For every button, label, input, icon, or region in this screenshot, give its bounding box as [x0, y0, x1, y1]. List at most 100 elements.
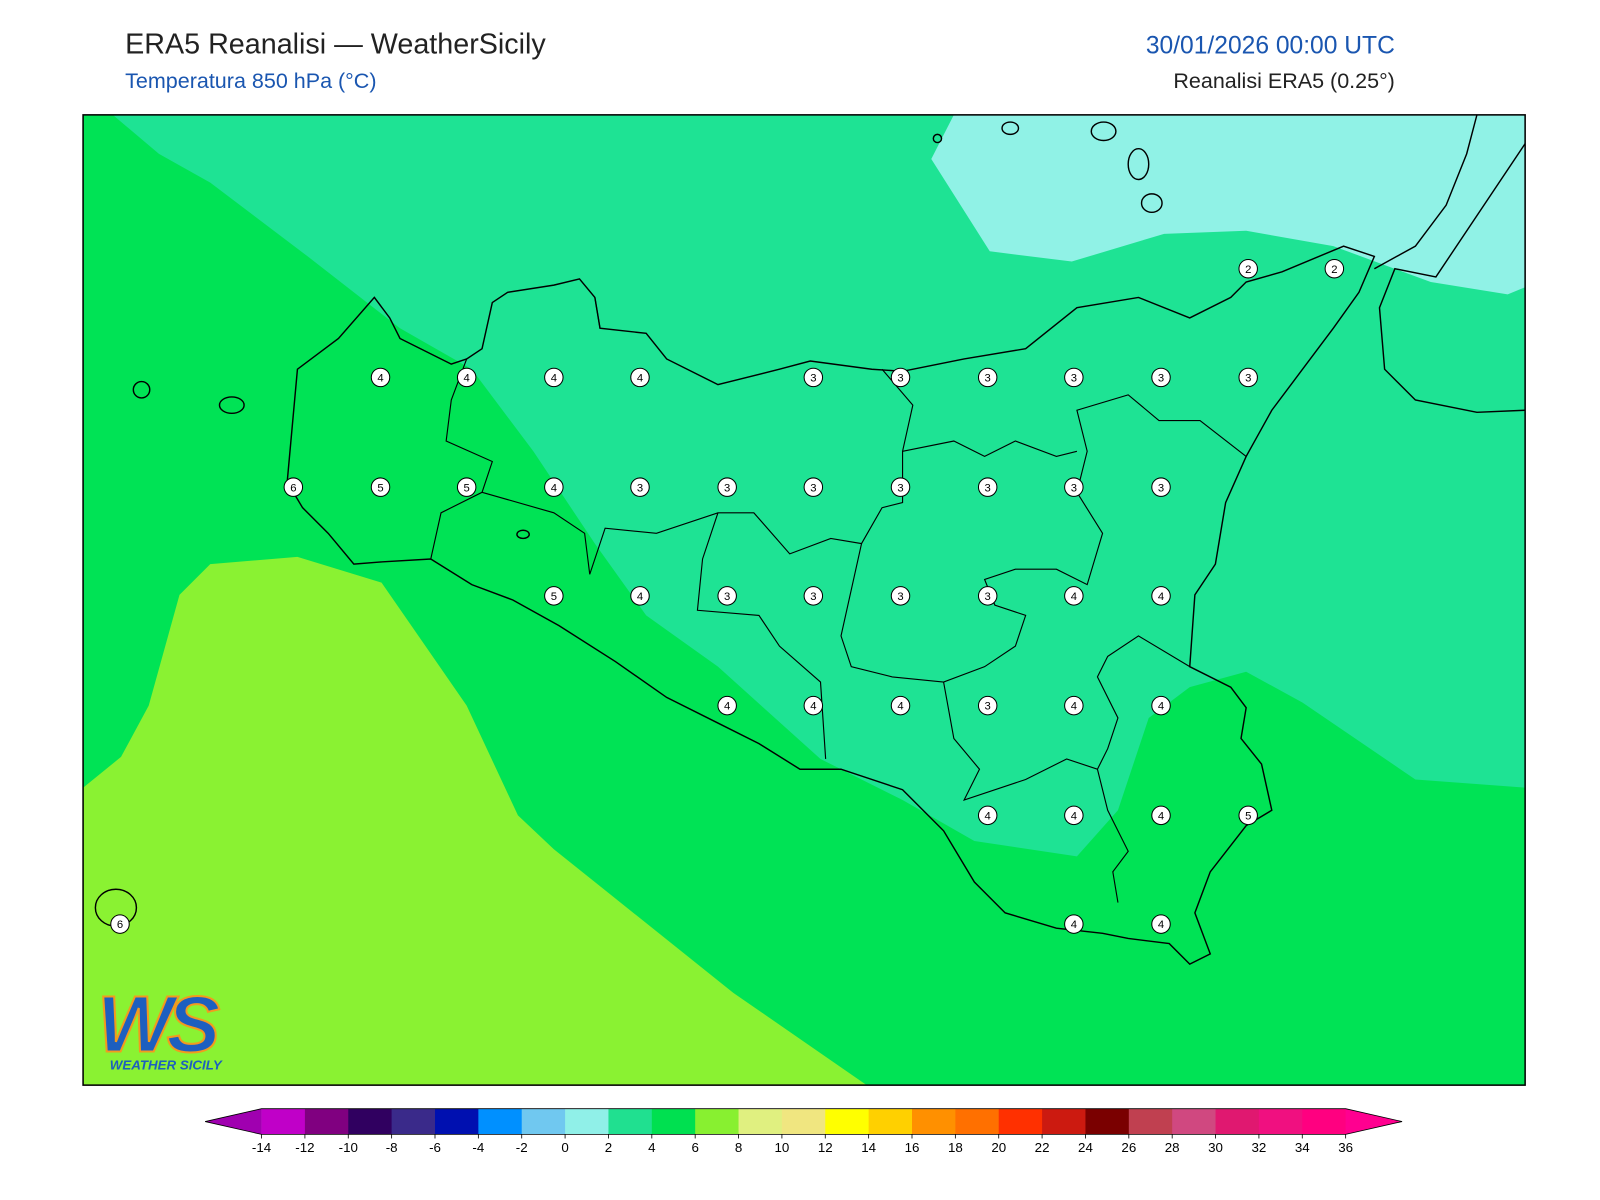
station-value: 4	[1071, 810, 1077, 822]
calabria-coast	[1378, 143, 1526, 414]
logo-text: WEATHER SICILY	[110, 1058, 223, 1073]
field-8	[83, 556, 867, 1086]
station-value: 4	[1071, 919, 1077, 931]
station-marker	[890, 367, 911, 388]
station-value: 3	[1158, 482, 1164, 494]
station-marker	[1064, 805, 1084, 826]
station-value: 5	[1245, 810, 1251, 822]
station-value: 2	[1245, 264, 1251, 276]
station-value: 3	[810, 591, 816, 603]
colorbar-box	[738, 1108, 783, 1135]
colorbar-tick-label: 2	[605, 1140, 612, 1155]
station-value: 3	[985, 373, 991, 385]
colorbar-tick-label: 10	[774, 1140, 789, 1155]
colorbar-tick-label: -10	[339, 1140, 358, 1155]
colorbar-tick-label: 20	[991, 1140, 1006, 1155]
colorbar-box	[1085, 1108, 1130, 1135]
station-value: 3	[985, 591, 991, 603]
colorbar-box	[781, 1108, 826, 1135]
station-value: 4	[551, 482, 557, 494]
station-marker	[630, 586, 650, 606]
colorbar-box	[304, 1108, 349, 1135]
colorbar-box	[651, 1108, 696, 1135]
station-value: 4	[637, 591, 643, 603]
station-value: 2	[1331, 264, 1337, 276]
station-value: 3	[724, 482, 730, 494]
colorbar-tick-label: -2	[516, 1140, 528, 1155]
station-value: 5	[464, 482, 470, 494]
station-marker	[803, 586, 824, 606]
station-marker	[1238, 805, 1258, 826]
station-value: 3	[1245, 373, 1251, 385]
stations: 4 4 4 4 3 3 3 3 3 3 2 2 6 5 5 4 3 3 3 3 3 3 3 5 4 3 3 3 3 4 4 4 4 4 3 4 4 4 4 4…	[110, 258, 1345, 934]
station-value: 3	[810, 482, 816, 494]
station-value: 5	[551, 591, 557, 603]
colorbar-tick-label: 8	[735, 1140, 742, 1155]
station-value: 4	[810, 701, 816, 713]
station-value: 3	[810, 373, 816, 385]
colorbar-box	[608, 1108, 653, 1135]
colorbar-box	[695, 1108, 740, 1135]
colorbar-box	[1302, 1108, 1347, 1135]
station-marker	[803, 695, 824, 716]
station-value: 6	[117, 919, 123, 931]
station-value: 4	[377, 373, 383, 385]
station-marker	[630, 367, 650, 388]
colorbar: -14 -12 -10 -8 -6 -4 -2 0 2 4 6 8 10 12 14 16 18 20 22 24 26…	[205, 1108, 1403, 1155]
station-marker	[1064, 367, 1084, 388]
colorbar-box	[955, 1108, 1000, 1135]
source: Reanalisi ERA5 (0.25°)	[1173, 69, 1394, 93]
station-marker	[803, 477, 824, 497]
station-marker	[1151, 805, 1171, 826]
station-value: 3	[637, 482, 643, 494]
station-marker	[977, 695, 998, 716]
islands	[94, 121, 1163, 927]
station-marker	[717, 586, 737, 606]
colorbar-tick-label: -6	[429, 1140, 441, 1155]
station-marker	[544, 586, 564, 606]
station-marker	[1151, 914, 1171, 934]
station-marker	[1324, 258, 1345, 279]
station-marker	[370, 367, 391, 388]
province-boundaries	[430, 297, 1247, 903]
station-marker	[977, 805, 998, 826]
colorbar-box	[1258, 1108, 1303, 1135]
station-marker	[977, 367, 998, 388]
station-marker	[1064, 477, 1084, 497]
station-marker	[1064, 914, 1084, 934]
colorbar-tick-label: 12	[818, 1140, 833, 1155]
station-marker	[630, 477, 650, 497]
station-value: 3	[985, 482, 991, 494]
station-value: 3	[1071, 373, 1077, 385]
station-marker	[544, 367, 564, 388]
station-marker	[977, 477, 998, 497]
station-value: 3	[897, 482, 903, 494]
station-marker	[110, 914, 130, 934]
station-marker	[890, 477, 911, 497]
colorbar-box	[348, 1108, 393, 1135]
title: ERA5 Reanalisi — WeatherSicily	[125, 28, 546, 60]
station-value: 4	[897, 701, 903, 713]
station-marker	[370, 477, 391, 497]
colorbar-tick-label: 34	[1295, 1140, 1310, 1155]
station-value: 3	[985, 701, 991, 713]
colorbar-tick-label: -12	[295, 1140, 314, 1155]
station-marker	[717, 695, 737, 716]
station-value: 3	[724, 591, 730, 603]
station-value: 4	[1158, 591, 1164, 603]
colorbar-tick-label: 28	[1165, 1140, 1180, 1155]
colorbar-over	[1345, 1108, 1403, 1135]
coastline	[286, 245, 1376, 965]
map-frame	[82, 114, 1526, 1086]
colorbar-box	[1215, 1108, 1260, 1135]
station-value: 4	[985, 810, 991, 822]
colorbar-tick-label: -8	[386, 1140, 398, 1155]
station-marker	[1151, 586, 1171, 606]
station-value: 4	[464, 373, 470, 385]
colorbar-box	[998, 1108, 1043, 1135]
colorbar-tick-label: 6	[691, 1140, 698, 1155]
station-marker	[1151, 367, 1171, 388]
station-marker	[803, 367, 824, 388]
logo-mark: WS	[97, 979, 219, 1068]
colorbar-tick-label: 16	[905, 1140, 920, 1155]
